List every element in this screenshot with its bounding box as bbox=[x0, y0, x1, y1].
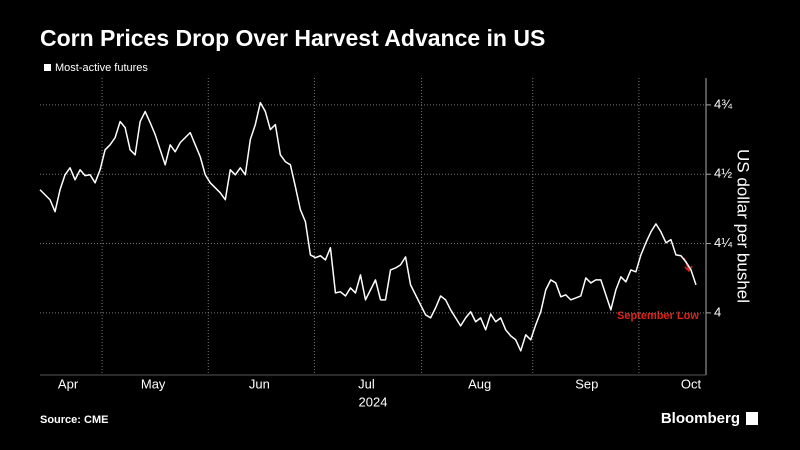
x-tick-label: Aug bbox=[468, 376, 491, 391]
y-axis-label: US dollar per bushel bbox=[734, 149, 753, 303]
source: Source: CME bbox=[40, 414, 108, 426]
x-tick-label: Sep bbox=[575, 376, 598, 391]
line bbox=[39, 101, 697, 352]
x-tick-label: May bbox=[141, 376, 166, 391]
legend-label: Most-active futures bbox=[55, 62, 148, 74]
y-tick-label: 4 bbox=[714, 304, 721, 319]
y-tick-label: 4¾ bbox=[714, 96, 732, 111]
legend-swatch bbox=[44, 64, 51, 71]
annotation: September Low bbox=[617, 310, 699, 322]
brand-icon bbox=[746, 412, 758, 425]
brand: Bloomberg bbox=[661, 410, 740, 427]
x-tick-label: Apr bbox=[58, 376, 79, 391]
x-tick-label: Jul bbox=[358, 376, 375, 391]
y-tick-label: 4¼ bbox=[714, 235, 732, 250]
x-tick-label: Oct bbox=[681, 376, 702, 391]
x-tick-label: Jun bbox=[249, 376, 270, 391]
x-axis-label: 2024 bbox=[359, 394, 388, 409]
y-tick-label: 4½ bbox=[714, 166, 732, 181]
chart-title: Corn Prices Drop Over Harvest Advance in… bbox=[40, 25, 545, 51]
